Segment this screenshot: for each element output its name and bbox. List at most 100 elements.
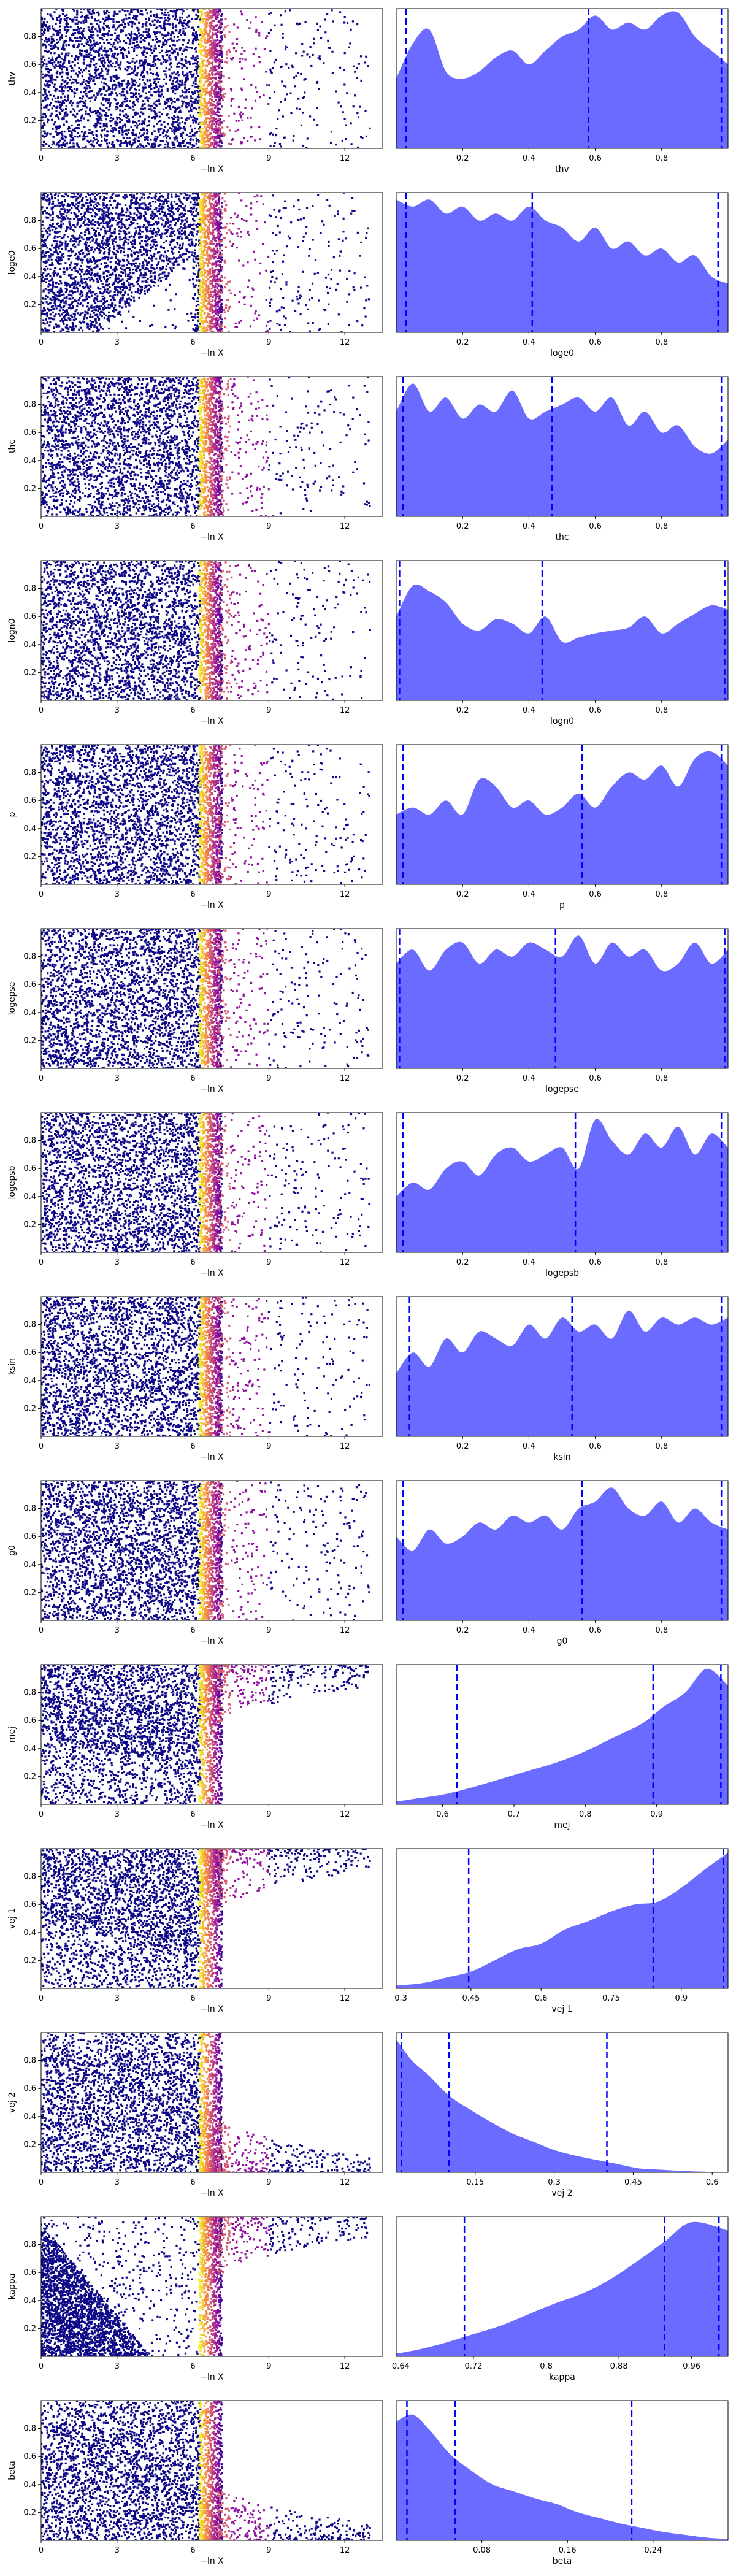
scatter-point bbox=[217, 20, 220, 23]
scatter-point bbox=[41, 228, 42, 230]
scatter-point bbox=[143, 50, 145, 53]
scatter-point bbox=[218, 75, 221, 77]
scatter-point bbox=[213, 118, 215, 120]
scatter-point bbox=[209, 121, 212, 124]
scatter-point bbox=[112, 18, 115, 21]
scatter-point bbox=[90, 54, 93, 56]
scatter-point bbox=[189, 143, 192, 145]
scatter-point bbox=[98, 88, 101, 91]
scatter-point bbox=[59, 268, 61, 270]
scatter-point bbox=[79, 49, 82, 52]
scatter-point bbox=[83, 37, 86, 39]
scatter-point bbox=[204, 97, 206, 99]
scatter-point bbox=[331, 72, 334, 74]
scatter-point bbox=[166, 144, 169, 146]
scatter-point bbox=[233, 23, 236, 26]
scatter-point bbox=[110, 78, 113, 80]
scatter-point bbox=[194, 90, 196, 93]
scatter-point bbox=[221, 99, 224, 101]
scatter-point bbox=[56, 245, 59, 248]
scatter-point bbox=[107, 18, 110, 20]
scatter-point bbox=[159, 269, 162, 271]
scatter-point bbox=[77, 124, 80, 126]
scatter-point bbox=[145, 234, 148, 237]
scatter-point bbox=[86, 39, 89, 41]
scatter-point bbox=[89, 58, 92, 60]
scatter-point bbox=[121, 19, 123, 21]
scatter-point bbox=[52, 33, 55, 36]
scatter-point bbox=[170, 66, 172, 68]
scatter-point bbox=[71, 90, 74, 93]
scatter-point bbox=[220, 145, 223, 148]
scatter-point bbox=[57, 305, 59, 307]
scatter-point bbox=[141, 267, 144, 270]
scatter-point bbox=[132, 316, 135, 318]
scatter-point bbox=[221, 121, 223, 124]
scatter-point bbox=[170, 210, 172, 212]
scatter-point bbox=[109, 48, 112, 50]
scatter-point bbox=[212, 113, 214, 116]
scatter-point bbox=[217, 97, 220, 99]
scatter-point bbox=[86, 95, 88, 98]
scatter-point bbox=[107, 14, 110, 17]
scatter-point bbox=[53, 123, 56, 126]
scatter-point bbox=[72, 108, 75, 110]
scatter-point bbox=[174, 15, 177, 17]
scatter-point bbox=[208, 38, 210, 40]
scatter-point bbox=[114, 120, 117, 123]
scatter-point bbox=[199, 71, 202, 73]
scatter-point bbox=[70, 99, 72, 102]
scatter-point bbox=[130, 20, 132, 23]
scatter-point bbox=[123, 214, 125, 217]
scatter-point bbox=[127, 84, 129, 87]
scatter-point bbox=[113, 32, 117, 34]
scatter-point bbox=[203, 100, 205, 102]
scatter-point bbox=[174, 56, 177, 58]
scatter-point bbox=[193, 285, 195, 288]
scatter-point bbox=[184, 32, 186, 34]
scatter-point bbox=[59, 236, 61, 238]
scatter-point bbox=[111, 55, 113, 58]
scatter-point bbox=[49, 45, 52, 48]
scatter-point bbox=[282, 33, 284, 35]
scatter-point bbox=[173, 97, 176, 100]
scatter-point bbox=[72, 229, 75, 231]
scatter-point bbox=[59, 63, 61, 66]
scatter-point bbox=[180, 229, 183, 232]
scatter-point bbox=[164, 11, 166, 13]
scatter-point bbox=[118, 117, 120, 119]
scatter-point bbox=[153, 255, 156, 258]
scatter-point bbox=[113, 42, 115, 44]
scatter-point bbox=[191, 34, 194, 36]
scatter-point bbox=[110, 129, 113, 132]
scatter-point bbox=[89, 143, 91, 145]
scatter-point bbox=[174, 13, 177, 15]
scatter-point bbox=[212, 39, 215, 42]
scatter-point bbox=[175, 128, 178, 131]
scatter-point bbox=[85, 110, 87, 113]
scatter-point bbox=[145, 61, 147, 63]
scatter-point bbox=[254, 139, 256, 142]
scatter-point bbox=[179, 21, 182, 23]
scatter-point bbox=[172, 31, 174, 34]
scatter-point bbox=[109, 204, 112, 207]
scatter-point bbox=[71, 19, 73, 21]
scatter-point bbox=[185, 89, 188, 91]
scatter-point bbox=[131, 72, 133, 74]
scatter-point bbox=[63, 131, 66, 133]
scatter-point bbox=[210, 56, 213, 59]
scatter-point bbox=[55, 87, 57, 90]
scatter-point bbox=[202, 107, 204, 110]
scatter-point bbox=[217, 118, 220, 120]
scatter-point bbox=[77, 270, 79, 273]
scatter-point bbox=[77, 146, 80, 148]
scatter-point bbox=[144, 59, 147, 61]
scatter-point bbox=[232, 138, 234, 140]
scatter-point bbox=[47, 50, 49, 53]
scatter-point bbox=[174, 111, 177, 113]
scatter-point bbox=[131, 291, 133, 294]
scatter-point bbox=[255, 86, 257, 89]
scatter-point bbox=[144, 280, 147, 283]
scatter-point bbox=[112, 131, 114, 133]
scatter-point bbox=[181, 82, 183, 85]
